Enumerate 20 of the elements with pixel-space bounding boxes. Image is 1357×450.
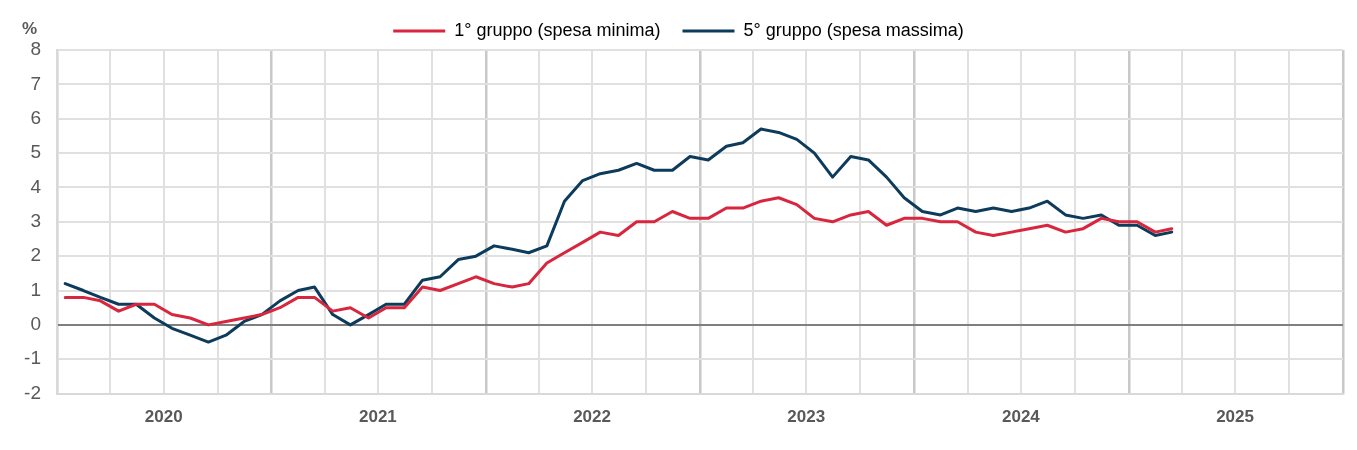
y-tick-label: 3 xyxy=(30,210,41,232)
y-tick-label: 0 xyxy=(30,313,41,335)
y-axis-title: % xyxy=(22,19,38,39)
y-tick-label: 5 xyxy=(30,141,41,163)
x-tick-label: 2021 xyxy=(359,407,397,427)
legend-label: 1° gruppo (spesa minima) xyxy=(454,19,661,40)
y-tick-label: 8 xyxy=(30,38,41,60)
x-tick-label: 2022 xyxy=(573,407,611,427)
y-tick-label: -2 xyxy=(24,381,41,403)
x-tick-label: 2025 xyxy=(1216,407,1254,427)
x-tick-label: 2020 xyxy=(144,407,183,427)
x-tick-label: 2023 xyxy=(787,407,826,427)
y-tick-label: 7 xyxy=(30,72,41,94)
y-tick-label: 4 xyxy=(30,175,42,197)
y-tick-label: -1 xyxy=(24,347,41,369)
y-tick-label: 2 xyxy=(30,244,41,266)
y-tick-label: 6 xyxy=(30,106,41,128)
x-tick-label: 2024 xyxy=(1002,407,1041,427)
y-tick-label: 1 xyxy=(30,278,41,300)
legend-label: 5° gruppo (spesa massima) xyxy=(743,19,964,40)
